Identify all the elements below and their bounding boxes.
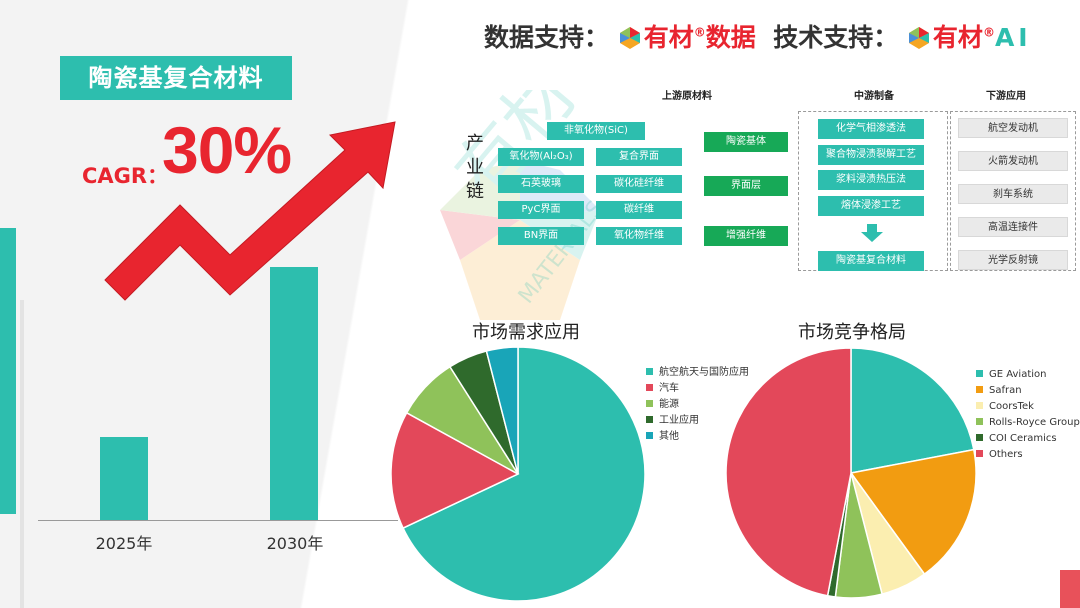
upstream-carbon-fiber: 碳纤维 bbox=[596, 201, 682, 219]
bar-2025 bbox=[100, 437, 148, 520]
legend-item: Safran bbox=[976, 383, 1080, 399]
data-brand-suffix: 数据 bbox=[705, 23, 756, 52]
legend-label: Others bbox=[989, 449, 1023, 460]
legend-swatch bbox=[646, 368, 653, 375]
legend-item: 其他 bbox=[646, 429, 749, 445]
upstream-composite-interface: 复合界面 bbox=[596, 148, 682, 166]
process-mi: 熔体浸渗工艺 bbox=[818, 196, 924, 216]
downstream-frame bbox=[950, 111, 1076, 271]
down-arrow-icon bbox=[861, 224, 883, 242]
legend-swatch bbox=[976, 434, 983, 441]
legend-label: 航空航天与国防应用 bbox=[659, 367, 749, 378]
left-accent-bar bbox=[0, 228, 16, 514]
competition-legend: GE Aviation Safran CoorsTek Rolls-Royce Gro… bbox=[976, 367, 1080, 463]
legend-label: Rolls-Royce Group bbox=[989, 417, 1080, 428]
upstream-al2o3: 氧化物(Al₂O₃) bbox=[498, 148, 584, 166]
downstream-title: 下游应用 bbox=[986, 91, 1026, 102]
downstream-brake: 刹车系统 bbox=[958, 184, 1068, 204]
pie-slice bbox=[390, 411, 520, 530]
tech-brand-suffix: AI bbox=[994, 23, 1032, 52]
bar-2030 bbox=[270, 267, 318, 520]
downstream-mirror: 光学反射镜 bbox=[958, 250, 1068, 270]
upstream-bn: BN界面 bbox=[498, 227, 584, 245]
legend-swatch bbox=[646, 416, 653, 423]
legend-swatch bbox=[976, 418, 983, 425]
process-slurry: 浆料浸渍热压法 bbox=[818, 170, 924, 190]
competition-pie-chart bbox=[725, 347, 977, 599]
header-credits: 数据支持： 有材®数据 技术支持： 有材®AI bbox=[484, 18, 1032, 54]
youcai-logo-icon bbox=[619, 27, 640, 49]
legend-label: 其他 bbox=[659, 431, 679, 442]
pie-slice bbox=[402, 346, 646, 602]
legend-item: GE Aviation bbox=[976, 367, 1080, 383]
legend-swatch bbox=[976, 386, 983, 393]
upstream-sic-fiber: 碳化硅纤维 bbox=[596, 175, 682, 193]
growth-arrow-icon bbox=[104, 121, 396, 301]
tech-brand-reg: ® bbox=[982, 25, 995, 40]
product-cmc: 陶瓷基复合材料 bbox=[818, 251, 924, 271]
pie-slice bbox=[849, 448, 977, 576]
legend-swatch bbox=[646, 384, 653, 391]
growth-bar-chart bbox=[38, 230, 398, 530]
legend-swatch bbox=[976, 450, 983, 457]
upstream-sic: 非氧化物(SiC) bbox=[547, 122, 645, 140]
youcai-ai-logo-icon bbox=[908, 27, 929, 49]
legend-swatch bbox=[976, 370, 983, 377]
legend-label: COI Ceramics bbox=[989, 433, 1057, 444]
upstream-pyc: PyC界面 bbox=[498, 201, 584, 219]
corner-accent bbox=[1060, 570, 1080, 608]
process-cvi: 化学气相渗透法 bbox=[818, 119, 924, 139]
bar-label-2025: 2025年 bbox=[95, 534, 153, 553]
pie-slice bbox=[725, 347, 852, 597]
competition-pie-title: 市场竞争格局 bbox=[798, 322, 906, 343]
legend-item: 能源 bbox=[646, 397, 749, 413]
cagr-label: CAGR： bbox=[82, 164, 169, 188]
legend-item: 工业应用 bbox=[646, 413, 749, 429]
demand-pie-chart bbox=[390, 346, 646, 602]
legend-item: CoorsTek bbox=[976, 399, 1080, 415]
bar-chart-baseline bbox=[38, 520, 398, 521]
demand-legend: 航空航天与国防应用 汽车能源工业应用其他 bbox=[646, 365, 749, 445]
legend-item: 汽车 bbox=[646, 381, 749, 397]
legend-label: 工业应用 bbox=[659, 415, 699, 426]
demand-pie-title: 市场需求应用 bbox=[472, 322, 580, 343]
legend-swatch bbox=[976, 402, 983, 409]
legend-label: Safran bbox=[989, 385, 1022, 396]
midstream-title: 中游制备 bbox=[854, 91, 894, 102]
process-pip: 聚合物浸渍裂解工艺 bbox=[818, 145, 924, 165]
downstream-aero-engine: 航空发动机 bbox=[958, 118, 1068, 138]
data-brand: 有材 bbox=[643, 23, 694, 52]
downstream-rocket-engine: 火箭发动机 bbox=[958, 151, 1068, 171]
industry-chain-label: 产业链 bbox=[466, 133, 484, 202]
bar-label-2030: 2030年 bbox=[266, 534, 324, 553]
upstream-quartz: 石英玻璃 bbox=[498, 175, 584, 193]
legend-label: 能源 bbox=[659, 399, 679, 410]
cagr-value: 30% bbox=[162, 113, 292, 187]
upstream-title: 上游原材料 bbox=[662, 91, 712, 102]
legend-label: CoorsTek bbox=[989, 401, 1034, 412]
left-accent-line bbox=[20, 300, 24, 608]
tech-brand: 有材 bbox=[932, 23, 983, 52]
legend-swatch bbox=[646, 400, 653, 407]
component-fiber: 增强纤维 bbox=[704, 226, 788, 246]
tech-support-label: 技术支持： bbox=[773, 23, 899, 52]
legend-swatch bbox=[646, 432, 653, 439]
legend-item: Others bbox=[976, 447, 1080, 463]
upstream-oxide-fiber: 氧化物纤维 bbox=[596, 227, 682, 245]
page-title: 陶瓷基复合材料 bbox=[60, 56, 292, 100]
pie-slice bbox=[485, 346, 519, 475]
legend-label: GE Aviation bbox=[989, 369, 1047, 380]
legend-label: 汽车 bbox=[659, 383, 679, 394]
data-brand-reg: ® bbox=[693, 25, 706, 40]
component-matrix: 陶瓷基体 bbox=[704, 132, 788, 152]
downstream-connector: 高温连接件 bbox=[958, 217, 1068, 237]
legend-item: Rolls-Royce Group bbox=[976, 415, 1080, 431]
data-support-label: 数据支持： bbox=[484, 23, 610, 52]
legend-item: 航空航天与国防应用 bbox=[646, 365, 749, 381]
pie-slice bbox=[850, 347, 975, 474]
component-interface: 界面层 bbox=[704, 176, 788, 196]
legend-item: COI Ceramics bbox=[976, 431, 1080, 447]
